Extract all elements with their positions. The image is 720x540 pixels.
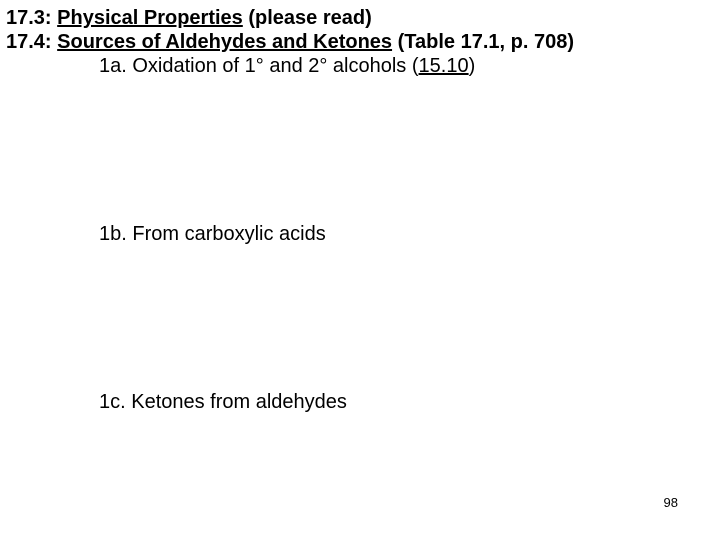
- heading-17-3: 17.3: Physical Properties (please read): [6, 6, 372, 30]
- item-1a-suffix: ): [469, 55, 476, 77]
- item-1a: 1a. Oxidation of 1° and 2° alcohols (15.…: [99, 54, 475, 78]
- page-number: 98: [664, 495, 678, 510]
- item-1c-text: 1c. Ketones from aldehydes: [99, 391, 347, 413]
- item-1a-ref: 15.10: [419, 55, 469, 77]
- section-17-4-prefix: 17.4:: [6, 31, 57, 53]
- section-17-3-title: Physical Properties: [57, 7, 243, 29]
- section-17-4-title: Sources of Aldehydes and Ketones: [57, 31, 392, 53]
- item-1b-text: 1b. From carboxylic acids: [99, 223, 326, 245]
- section-17-3-suffix: (please read): [243, 7, 372, 29]
- slide: 17.3: Physical Properties (please read) …: [0, 0, 720, 540]
- item-1b: 1b. From carboxylic acids: [99, 222, 326, 246]
- item-1c: 1c. Ketones from aldehydes: [99, 390, 347, 414]
- section-17-3-prefix: 17.3:: [6, 7, 57, 29]
- section-17-4-suffix: (Table 17.1, p. 708): [392, 31, 574, 53]
- page-number-text: 98: [664, 495, 678, 510]
- heading-17-4: 17.4: Sources of Aldehydes and Ketones (…: [6, 30, 574, 54]
- item-1a-text: 1a. Oxidation of 1° and 2° alcohols (: [99, 55, 419, 77]
